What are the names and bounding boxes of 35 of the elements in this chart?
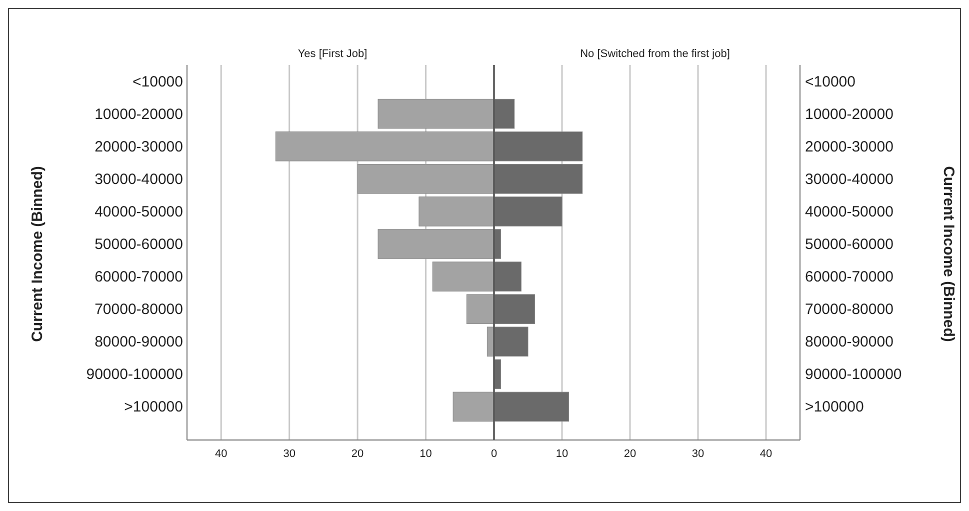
y-tick-label: 40000-50000 (805, 203, 894, 220)
y-axis-title: Current Income (Binned) (29, 166, 46, 342)
chart-title: No [Switched from the first job] (580, 48, 730, 60)
x-tick-label: 20 (624, 448, 636, 460)
y-tick-label: 80000-90000 (94, 334, 183, 351)
y-tick-label: 80000-90000 (805, 334, 894, 351)
y-tick-label: 70000-80000 (805, 301, 894, 318)
y-tick-label: 50000-60000 (805, 236, 894, 253)
x-tick-label: 40 (214, 448, 228, 460)
y-tick-label: 40000-50000 (94, 203, 183, 220)
y-tick-label: 20000-30000 (94, 138, 183, 156)
y-tick-label: 20000-30000 (805, 138, 894, 156)
y-tick-label: 70000-80000 (94, 301, 183, 318)
y-tick-label: 90000-100000 (805, 366, 902, 384)
y-tick-label: 60000-70000 (94, 268, 183, 286)
x-tick-label: 10 (420, 448, 432, 460)
y-tick-label: 10000-20000 (94, 106, 183, 123)
x-tick-label: 10 (556, 448, 568, 460)
x-tick-label: 40 (760, 448, 772, 460)
y-tick-label: 50000-60000 (94, 236, 183, 253)
x-tick-label: 30 (692, 448, 704, 460)
y-tick-label: 60000-70000 (805, 268, 894, 286)
y-tick-label: <10000 (132, 73, 183, 90)
chart-title: Yes [First Job] (298, 48, 368, 60)
y-tick-label: >100000 (124, 398, 183, 416)
y-tick-label: 90000-100000 (86, 366, 183, 384)
y-axis-title: Current Income (Binned) (940, 166, 957, 342)
y-tick-label: 30000-40000 (805, 170, 894, 188)
x-tick-label: 20 (351, 448, 364, 460)
y-tick-label: 30000-40000 (94, 170, 183, 188)
x-tick-label: 0 (490, 448, 498, 460)
y-tick-label: >100000 (805, 398, 864, 416)
y-tick-label: 10000-20000 (805, 106, 894, 123)
y-tick-label: <10000 (805, 73, 856, 90)
x-tick-label: 30 (283, 448, 296, 460)
